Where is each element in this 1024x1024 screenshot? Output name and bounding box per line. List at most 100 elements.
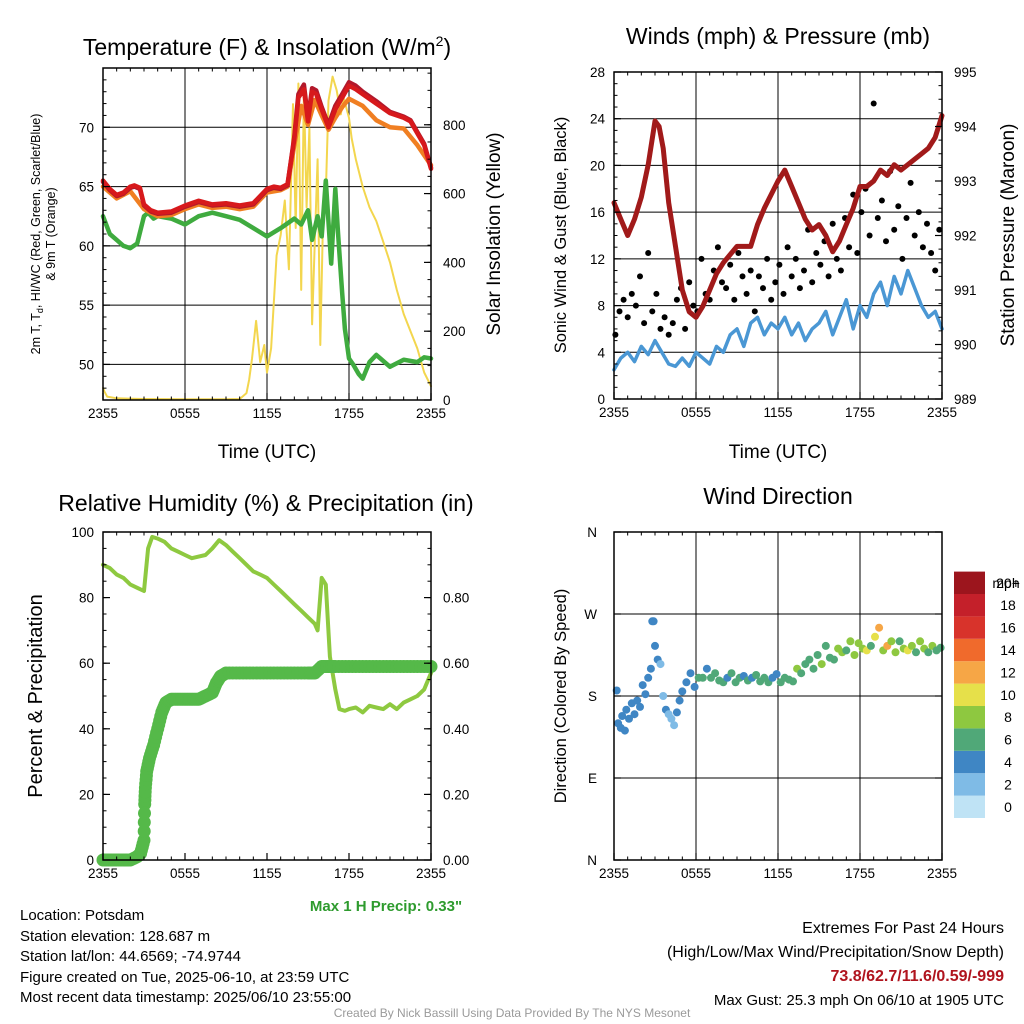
gust-point bbox=[739, 273, 746, 280]
colorbar-label: 4 bbox=[1004, 754, 1012, 770]
extremes-title: Extremes For Past 24 Hours bbox=[802, 920, 1004, 937]
gust-point bbox=[907, 179, 914, 186]
temperature-series bbox=[100, 75, 434, 401]
figure-created: Figure created on Tue, 2025-06-10, at 23… bbox=[20, 968, 350, 986]
y2-tick-label: 995 bbox=[954, 65, 977, 80]
winds-xlabel: Time (UTC) bbox=[729, 442, 828, 463]
gust-point bbox=[866, 232, 873, 239]
temperature-title: Temperature (F) & Insolation (W/m2) bbox=[83, 33, 451, 60]
precip-point bbox=[137, 824, 151, 838]
gust-point bbox=[796, 285, 803, 292]
y-tick-label: 60 bbox=[79, 656, 94, 671]
colorbar-label: 18 bbox=[1000, 597, 1016, 613]
direction-point bbox=[641, 690, 650, 699]
winds-ylabel: Sonic Wind & Gust (Blue, Black) bbox=[552, 117, 570, 354]
precip-point bbox=[421, 660, 435, 673]
gust-point bbox=[788, 273, 795, 280]
direction-point bbox=[871, 632, 879, 641]
series-line bbox=[102, 75, 432, 401]
y-tick-label: 28 bbox=[590, 65, 605, 80]
y2-tick-label: 400 bbox=[443, 255, 466, 270]
x-tick-label: 1755 bbox=[845, 866, 875, 881]
direction-point bbox=[817, 660, 826, 669]
winds-panel: Winds (mph) & Pressure (mb) 2355 0555 1155… bbox=[552, 23, 1019, 463]
gust-point bbox=[628, 290, 635, 297]
gust-point bbox=[829, 220, 836, 227]
gust-point bbox=[690, 302, 697, 309]
series-line bbox=[100, 83, 434, 215]
gust-point bbox=[665, 331, 672, 338]
x-tick-label: 1155 bbox=[252, 406, 281, 421]
direction-point bbox=[711, 669, 720, 678]
x-tick-label: 2355 bbox=[416, 406, 446, 421]
gust-point bbox=[735, 250, 742, 256]
gust-point bbox=[751, 308, 758, 315]
insolation-ylabel: Solar Insolation (Yellow) bbox=[484, 132, 505, 335]
colorbar-swatch bbox=[954, 638, 985, 662]
x-tick-label: 1155 bbox=[763, 405, 792, 420]
direction-point bbox=[821, 641, 830, 650]
y2-tick-label: 989 bbox=[954, 392, 977, 407]
most-recent-timestamp: Most recent data timestamp: 2025/06/10 2… bbox=[20, 989, 352, 1006]
direction-point bbox=[887, 637, 896, 646]
colorbar-swatch bbox=[954, 661, 985, 684]
y-tick-label: 12 bbox=[590, 252, 605, 267]
x-tick-label: 1755 bbox=[334, 406, 364, 421]
station-latlon: Station lat/lon: 44.6569; -74.9744 bbox=[20, 948, 242, 965]
gust-point bbox=[616, 308, 623, 315]
humidity-ylabel: Percent & Precipitation bbox=[25, 594, 47, 797]
x-tick-label: 2355 bbox=[416, 866, 446, 881]
station-info: Location: Potsdam Station elevation: 128… bbox=[20, 906, 351, 1009]
y-tick-label: 40 bbox=[79, 722, 94, 737]
colorbar-label: 16 bbox=[1000, 620, 1016, 636]
gust-point bbox=[780, 290, 787, 297]
x-tick-label: 0555 bbox=[681, 866, 711, 881]
precip-point bbox=[138, 806, 151, 820]
direction-point bbox=[772, 670, 781, 679]
direction-point bbox=[625, 714, 633, 723]
direction-point bbox=[698, 673, 707, 682]
gust-point bbox=[874, 215, 881, 221]
gust-point bbox=[719, 279, 725, 286]
direction-point bbox=[638, 681, 647, 690]
direction-point bbox=[850, 651, 859, 659]
colorbar-swatch bbox=[954, 616, 985, 639]
direction-point bbox=[727, 669, 736, 678]
direction-tick-label: E bbox=[588, 771, 597, 786]
colorbar-label: 14 bbox=[1000, 642, 1016, 658]
y-tick-label: 20 bbox=[79, 787, 94, 802]
winds-series bbox=[611, 100, 945, 372]
gust-point bbox=[911, 232, 918, 239]
gust-point bbox=[760, 285, 766, 292]
direction-point bbox=[891, 648, 900, 657]
temperature-title-superscript: 2 bbox=[436, 33, 444, 49]
gust-point bbox=[714, 244, 721, 251]
gust-point bbox=[673, 296, 680, 303]
colorbar-swatch bbox=[954, 795, 985, 818]
y-tick-label: 0 bbox=[86, 853, 94, 868]
gust-point bbox=[776, 261, 783, 268]
direction-point bbox=[622, 705, 631, 714]
x-tick-label: 0555 bbox=[170, 406, 200, 421]
colorbar-label: 0 bbox=[1004, 799, 1012, 815]
x-tick-label: 0555 bbox=[170, 866, 200, 881]
gust-point bbox=[645, 250, 652, 256]
direction-tick-label: W bbox=[584, 607, 597, 622]
direction-point bbox=[842, 646, 851, 655]
direction-tick-label: S bbox=[588, 689, 597, 704]
colorbar-swatch bbox=[954, 594, 985, 617]
y-tick-label: 16 bbox=[590, 205, 605, 220]
humidity-series bbox=[96, 534, 438, 867]
direction-panel: Wind Direction 2355 0555 1155 1755 2355NESWN… bbox=[552, 483, 1020, 881]
y2-tick-label: 0.80 bbox=[443, 591, 469, 606]
gust-point bbox=[723, 285, 730, 292]
y2-tick-label: 991 bbox=[954, 283, 977, 298]
gust-point bbox=[846, 244, 853, 251]
humidity-panel: Relative Humidity (%) & Precipitation (i… bbox=[25, 490, 474, 915]
gust-point bbox=[727, 261, 734, 268]
y-tick-label: 20 bbox=[590, 158, 605, 173]
direction-point bbox=[644, 673, 653, 682]
y-tick-label: 60 bbox=[79, 239, 94, 254]
gust-point bbox=[686, 279, 693, 286]
